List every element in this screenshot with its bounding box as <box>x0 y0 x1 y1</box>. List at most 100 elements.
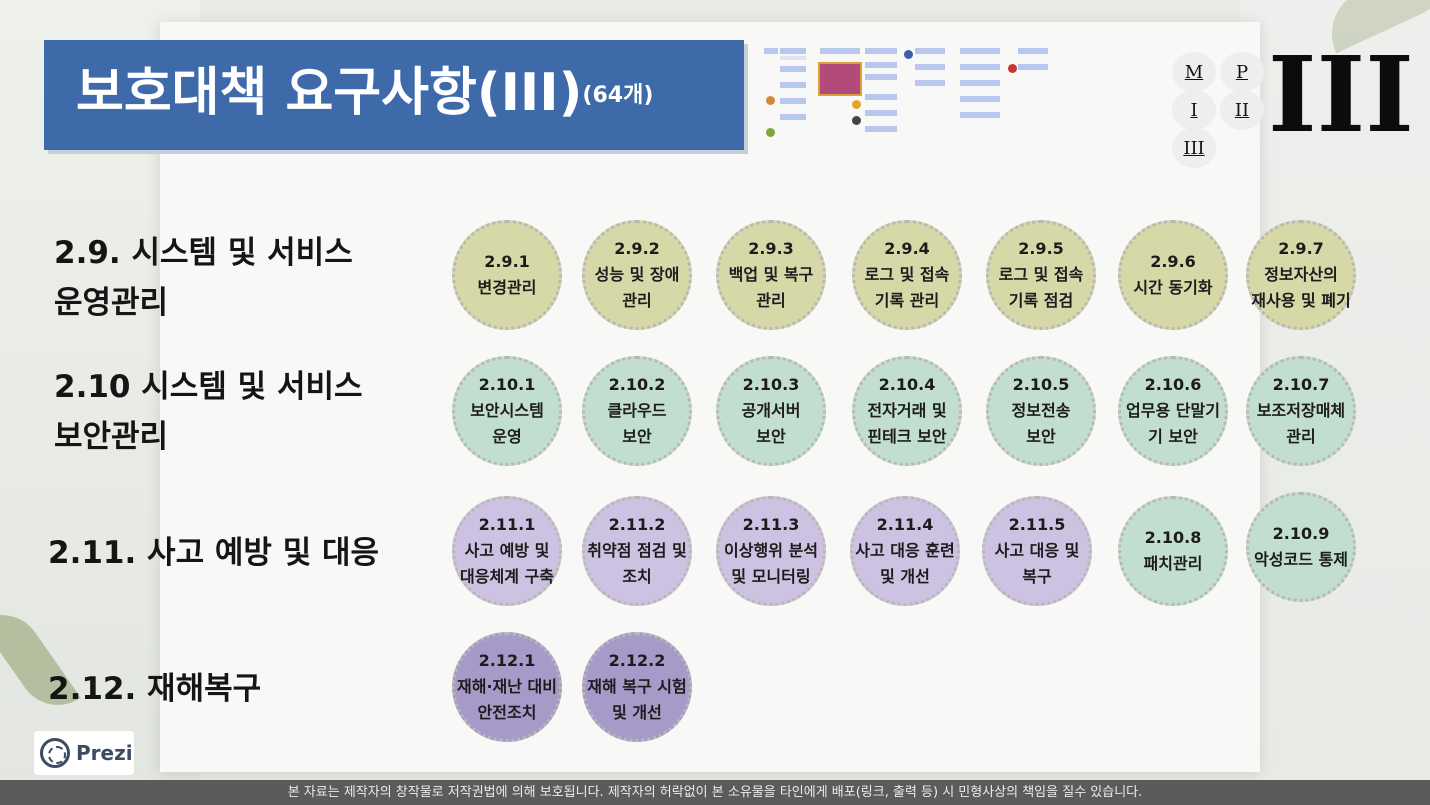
nav-button-i[interactable]: I <box>1172 90 1216 130</box>
item-code: 2.11.5 <box>1008 515 1066 534</box>
item-label: 보안 <box>622 427 652 446</box>
item-2-11-3[interactable]: 2.11.3 이상행위 분석 및 모니터링 <box>716 496 826 606</box>
item-code: 2.11.1 <box>478 515 536 534</box>
item-label: 운영 <box>492 427 522 446</box>
item-label: 기 보안 <box>1148 427 1198 446</box>
thumb-block <box>1018 48 1048 54</box>
item-label: 패치관리 <box>1143 554 1203 573</box>
item-code: 2.9.4 <box>884 239 930 258</box>
thumb-block <box>865 94 897 100</box>
thumb-dot <box>1008 64 1017 73</box>
category-line: 2.10 시스템 및 서비스 <box>54 369 363 405</box>
item-label: 정보자산의 <box>1264 265 1338 284</box>
title-banner: 보호대책 요구사항(III)(64개) <box>44 40 744 150</box>
item-label: 시간 동기화 <box>1133 278 1213 297</box>
item-2-10-9[interactable]: 2.10.9 악성코드 통제 <box>1246 492 1356 602</box>
thumb-block <box>780 48 806 54</box>
item-2-11-2[interactable]: 2.11.2 취약점 점검 및 조치 <box>582 496 692 606</box>
thumb-block <box>780 82 806 88</box>
item-code: 2.9.2 <box>614 239 660 258</box>
item-code: 2.9.1 <box>484 252 530 271</box>
item-2-12-2[interactable]: 2.12.2 재해 복구 시험 및 개선 <box>582 632 692 742</box>
nav-button-ii[interactable]: II <box>1220 90 1264 130</box>
item-code: 2.10.5 <box>1012 375 1070 394</box>
item-2-10-8[interactable]: 2.10.8 패치관리 <box>1118 496 1228 606</box>
title-main: 보호대책 요구사항(III) <box>76 63 583 123</box>
item-label: 변경관리 <box>477 278 537 297</box>
item-label: 및 개선 <box>612 703 662 722</box>
item-2-10-1[interactable]: 2.10.1 보안시스템 운영 <box>452 356 562 466</box>
item-2-9-4[interactable]: 2.9.4 로그 및 접속 기록 관리 <box>852 220 962 330</box>
item-label: 취약점 점검 및 <box>587 541 687 560</box>
thumb-block <box>865 48 897 54</box>
item-2-9-3[interactable]: 2.9.3 백업 및 복구 관리 <box>716 220 826 330</box>
item-label: 이상행위 분석 <box>724 541 818 560</box>
prezi-logo[interactable]: Prezi <box>34 731 134 775</box>
item-2-9-7[interactable]: 2.9.7 정보자산의 재사용 및 폐기 <box>1246 220 1356 330</box>
category-2-12: 2.12. 재해복구 <box>48 664 261 714</box>
thumb-block <box>915 48 945 54</box>
item-code: 2.10.7 <box>1272 375 1330 394</box>
copyright-footer: 본 자료는 제작자의 창작물로 저작권법에 의해 보호됩니다. 제작자의 허락없… <box>0 780 1430 805</box>
item-label: 복구 <box>1022 567 1052 586</box>
thumb-block <box>780 66 806 72</box>
nav-button-iii[interactable]: III <box>1172 128 1216 168</box>
thumb-block <box>865 74 897 80</box>
page-title: 보호대책 요구사항(III)(64개) <box>76 58 653 131</box>
item-code: 2.11.4 <box>876 515 934 534</box>
item-code: 2.9.5 <box>1018 239 1064 258</box>
item-label: 악성코드 통제 <box>1254 550 1348 569</box>
thumb-block <box>764 48 778 54</box>
nav-button-p[interactable]: P <box>1220 52 1264 92</box>
thumb-dot <box>852 100 861 109</box>
item-label: 사고 대응 및 <box>994 541 1080 560</box>
overview-thumbnail-map[interactable] <box>760 44 1050 144</box>
thumb-block <box>865 110 897 116</box>
thumb-block <box>1018 64 1048 70</box>
thumb-block <box>780 98 806 104</box>
item-2-10-4[interactable]: 2.10.4 전자거래 및 핀테크 보안 <box>852 356 962 466</box>
item-label: 관리 <box>622 291 652 310</box>
item-code: 2.12.1 <box>478 651 536 670</box>
item-2-11-5[interactable]: 2.11.5 사고 대응 및 복구 <box>982 496 1092 606</box>
item-code: 2.10.3 <box>742 375 800 394</box>
category-2-11: 2.11. 사고 예방 및 대응 <box>48 528 379 578</box>
thumb-block <box>820 48 860 54</box>
item-label: 성능 및 장애 <box>594 265 680 284</box>
nav-button-m[interactable]: M <box>1172 52 1216 92</box>
thumb-dot <box>766 96 775 105</box>
item-2-12-1[interactable]: 2.12.1 재해·재난 대비 안전조치 <box>452 632 562 742</box>
item-2-11-1[interactable]: 2.11.1 사고 예방 및 대응체계 구축 <box>452 496 562 606</box>
item-2-9-5[interactable]: 2.9.5 로그 및 접속 기록 점검 <box>986 220 1096 330</box>
item-2-10-3[interactable]: 2.10.3 공개서버 보안 <box>716 356 826 466</box>
item-label: 대응체계 구축 <box>460 567 554 586</box>
thumb-dot <box>852 116 861 125</box>
item-label: 보조저장매체 <box>1256 401 1346 420</box>
thumb-block <box>960 64 1000 70</box>
item-2-10-2[interactable]: 2.10.2 클라우드 보안 <box>582 356 692 466</box>
item-2-10-6[interactable]: 2.10.6 업무용 단말기 기 보안 <box>1118 356 1228 466</box>
item-2-10-5[interactable]: 2.10.5 정보전송 보안 <box>986 356 1096 466</box>
item-2-9-1[interactable]: 2.9.1 변경관리 <box>452 220 562 330</box>
thumb-block <box>780 114 806 120</box>
item-label: 클라우드 <box>607 401 667 420</box>
item-code: 2.10.8 <box>1144 528 1202 547</box>
thumb-block <box>960 96 1000 102</box>
item-label: 재해·재난 대비 <box>457 677 557 696</box>
thumb-center-slide <box>818 62 862 96</box>
item-2-9-6[interactable]: 2.9.6 시간 동기화 <box>1118 220 1228 330</box>
item-label: 정보전송 <box>1011 401 1071 420</box>
item-code: 2.11.3 <box>742 515 800 534</box>
thumb-dot <box>766 128 775 137</box>
item-code: 2.9.3 <box>748 239 794 258</box>
item-label: 조치 <box>622 567 652 586</box>
item-label: 및 개선 <box>880 567 930 586</box>
item-2-10-7[interactable]: 2.10.7 보조저장매체 관리 <box>1246 356 1356 466</box>
item-2-9-2[interactable]: 2.9.2 성능 및 장애 관리 <box>582 220 692 330</box>
category-line: 보안관리 <box>54 419 169 455</box>
item-label: 로그 및 접속 <box>864 265 950 284</box>
item-2-11-4[interactable]: 2.11.4 사고 대응 훈련 및 개선 <box>850 496 960 606</box>
item-label: 공개서버 <box>741 401 801 420</box>
category-line: 운영관리 <box>54 285 169 321</box>
item-label: 관리 <box>756 291 786 310</box>
